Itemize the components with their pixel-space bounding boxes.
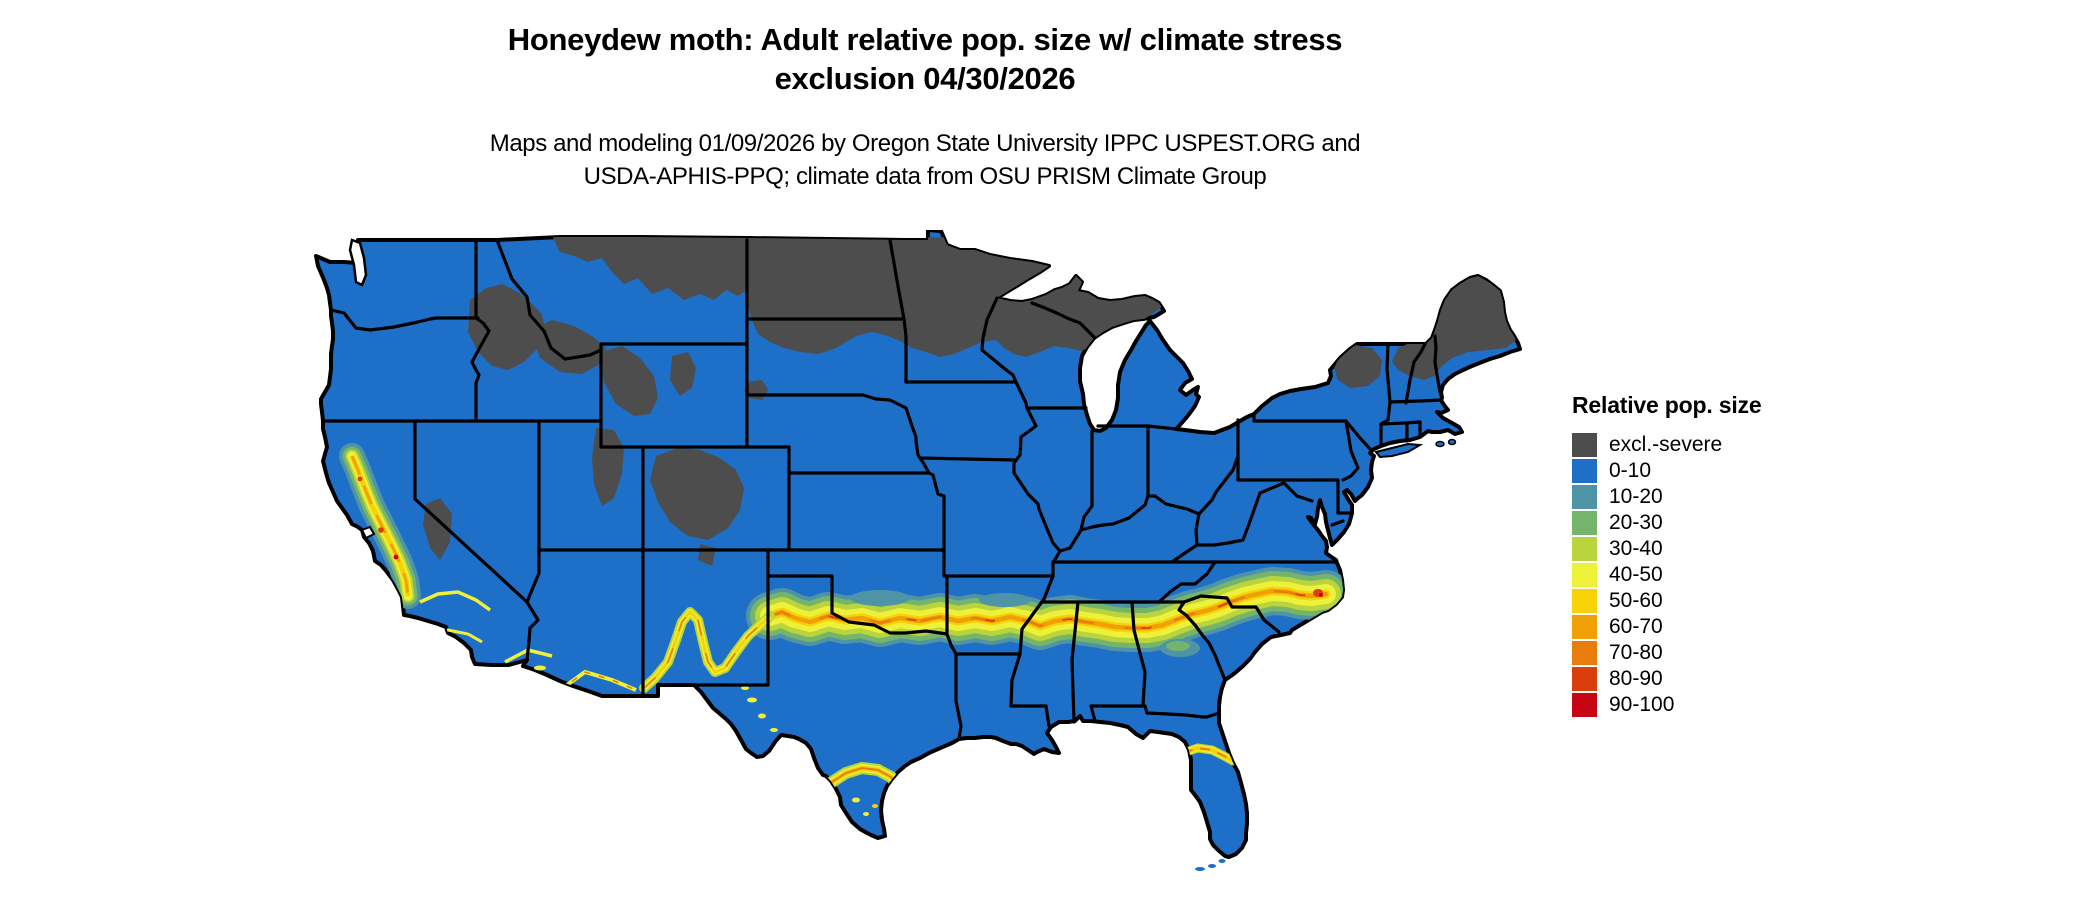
- legend-swatch: [1572, 667, 1597, 691]
- excluded-colorado-rockies: [650, 448, 744, 540]
- valley-red-spot: [378, 527, 384, 533]
- legend-item-label: 70-80: [1609, 641, 1663, 664]
- raster-layers: [352, 236, 1516, 816]
- legend: Relative pop. size excl.-severe 0-10 10-…: [1572, 392, 1762, 718]
- florida-keys: [1195, 867, 1205, 871]
- nc-coast-hotspot-core: [1319, 593, 1323, 597]
- figure-subtitle-line1: Maps and modeling 01/09/2026 by Oregon S…: [489, 130, 1361, 157]
- legend-swatch: [1572, 485, 1597, 509]
- legend-item: 60-70: [1572, 614, 1761, 640]
- legend-item-label: 50-60: [1609, 589, 1663, 612]
- legend-item: 80-90: [1572, 666, 1761, 692]
- legend-item: 70-80: [1572, 640, 1761, 666]
- legend-swatch: [1572, 693, 1597, 717]
- legend-swatch: [1572, 563, 1597, 587]
- valley-red-spot: [357, 476, 363, 482]
- map-container: [310, 228, 1535, 892]
- legend-item: 50-60: [1572, 588, 1761, 614]
- us-conus-map: [314, 228, 1522, 871]
- stx-fleck: [863, 812, 869, 816]
- green-fleck: [1166, 641, 1190, 651]
- legend-item-label: 20-30: [1609, 511, 1663, 534]
- legend-item-label: 90-100: [1609, 693, 1675, 716]
- figure-title-line2: exclusion 04/30/2026: [774, 61, 1076, 96]
- figure-title-line1: Honeydew moth: Adult relative pop. size …: [507, 22, 1343, 57]
- mojave-filament: [419, 590, 492, 612]
- legend-item-label: 30-40: [1609, 537, 1663, 560]
- legend-item: 40-50: [1572, 562, 1761, 588]
- teal-fleck: [979, 593, 1031, 607]
- legend-item: 90-100: [1572, 692, 1761, 718]
- legend-swatch: [1572, 433, 1597, 457]
- legend-item-label: excl.-severe: [1609, 433, 1723, 456]
- excluded-yellowstone: [600, 346, 658, 416]
- legend-title: Relative pop. size: [1572, 392, 1762, 418]
- teal-fleck: [850, 590, 910, 606]
- bigbend-fleck: [758, 713, 766, 719]
- legend-swatch: [1572, 615, 1597, 639]
- florida-keys: [1218, 859, 1226, 863]
- legend-swatch: [1572, 537, 1597, 561]
- az-filament-orange: [559, 671, 637, 691]
- legend-swatch: [1572, 589, 1597, 613]
- long-island: [1374, 442, 1424, 459]
- legend-item: 20-30: [1572, 510, 1761, 536]
- stx-fleck: [852, 797, 860, 803]
- excluded-northern-new-england: [1392, 276, 1516, 380]
- legend-item: 30-40: [1572, 536, 1761, 562]
- state-borders: [321, 238, 1443, 741]
- legend-item: 0-10: [1572, 458, 1761, 484]
- legend-item-label: 60-70: [1609, 615, 1663, 638]
- figure-title: Honeydew moth: Adult relative pop. size …: [0, 20, 1850, 98]
- legend-item-label: 10-20: [1609, 485, 1663, 508]
- bigbend-fleck: [747, 697, 757, 703]
- legend-item: excl.-severe: [1572, 432, 1761, 458]
- legend-swatch: [1572, 641, 1597, 665]
- marthas-vineyard: [1435, 440, 1445, 448]
- figure-subtitle: Maps and modeling 01/09/2026 by Oregon S…: [0, 127, 1850, 193]
- nantucket: [1447, 438, 1457, 446]
- excluded-sw-montana: [530, 320, 606, 374]
- legend-swatch: [1572, 459, 1597, 483]
- az-yellow-fleck: [534, 665, 546, 671]
- puget-sound: [348, 238, 368, 287]
- legend-item-label: 0-10: [1609, 459, 1652, 482]
- valley-red-spot: [393, 554, 399, 560]
- excluded-north-plains: [552, 236, 1166, 357]
- legend-item-label: 80-90: [1609, 667, 1663, 690]
- legend-swatch: [1572, 511, 1597, 535]
- excluded-bighorn: [670, 352, 696, 396]
- bigbend-fleck: [770, 728, 778, 732]
- bigbend-fleck: [741, 686, 749, 690]
- excluded-idaho-rockies: [468, 284, 545, 370]
- san-francisco-bay: [360, 525, 376, 540]
- florida-keys: [1208, 864, 1216, 868]
- figure-subtitle-line2: USDA-APHIS-PPQ; climate data from OSU PR…: [583, 163, 1267, 190]
- legend-item: 10-20: [1572, 484, 1761, 510]
- legend-item-label: 40-50: [1609, 563, 1663, 586]
- stx-fleck: [872, 804, 878, 808]
- excluded-adirondacks: [1334, 345, 1382, 388]
